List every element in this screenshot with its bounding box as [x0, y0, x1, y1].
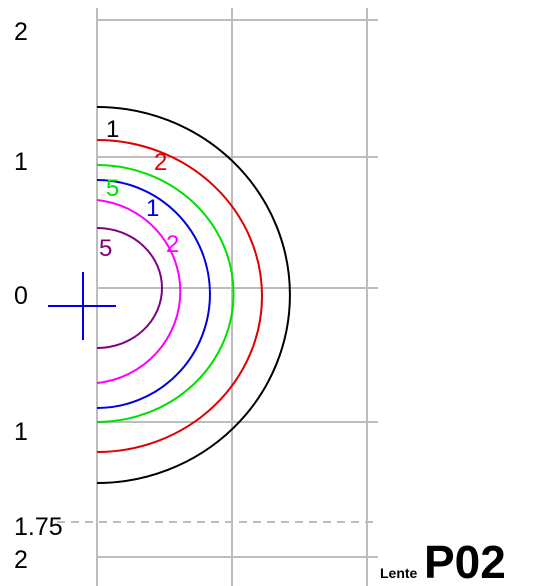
contour	[96, 164, 235, 423]
contours	[96, 106, 291, 484]
axis-label: 2	[14, 18, 28, 46]
contour	[96, 199, 182, 384]
contour-label: 5	[106, 175, 119, 202]
contour	[96, 227, 163, 349]
axis-label: 1	[14, 148, 28, 176]
axis-label: 2	[14, 546, 28, 574]
contour	[96, 106, 291, 484]
footer-prefix: Lente	[380, 565, 418, 581]
contour-label: 5	[99, 235, 112, 262]
contour-label: 1	[106, 116, 119, 143]
center-cross	[48, 272, 116, 340]
axis-label: 1.75	[14, 513, 63, 541]
axis-label: 0	[14, 282, 28, 310]
grid	[57, 8, 378, 586]
contour-label: 2	[154, 149, 167, 176]
contour	[96, 139, 263, 453]
contour-label: 2	[166, 231, 179, 258]
footer-code: P02	[424, 536, 506, 586]
contour	[96, 179, 211, 409]
axis-label: 1	[14, 418, 28, 446]
contour-label: 1	[146, 195, 159, 222]
